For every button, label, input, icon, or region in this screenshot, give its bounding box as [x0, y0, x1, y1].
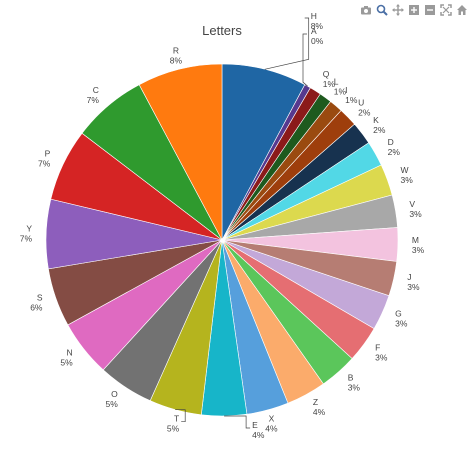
slice-percent-S: 6%	[30, 302, 43, 312]
zoom-out-icon[interactable]	[424, 4, 436, 16]
slice-label-Z: Z	[313, 397, 318, 407]
slice-percent-N: 5%	[60, 358, 73, 368]
slice-percent-K: 2%	[373, 125, 386, 135]
slice-percent-U: 2%	[358, 107, 371, 117]
slice-label-Q: Q	[323, 69, 330, 79]
slice-percent-T: 5%	[167, 424, 180, 434]
slice-label-X: X	[269, 414, 275, 424]
autoscale-icon[interactable]	[440, 4, 452, 16]
leader-T	[175, 409, 186, 423]
slice-R[interactable]	[138, 63, 223, 241]
camera-icon[interactable]	[360, 4, 372, 16]
slice-label-H: H	[311, 11, 317, 21]
slice-percent-M: 3%	[412, 245, 425, 255]
slice-label-I: I	[345, 85, 347, 95]
modebar	[360, 4, 468, 20]
slice-label-L: L	[334, 76, 339, 86]
slice-label-W: W	[401, 165, 409, 175]
slice-percent-J: 3%	[407, 282, 420, 292]
leader-A	[302, 33, 308, 87]
slice-label-A: A	[311, 26, 317, 36]
slice-percent-C: 7%	[87, 95, 100, 105]
reset-axes-icon[interactable]	[456, 4, 468, 16]
slice-percent-Y: 7%	[20, 233, 33, 243]
slice-percent-D: 2%	[388, 147, 401, 157]
pan-icon[interactable]	[392, 4, 404, 16]
leader-E	[224, 415, 251, 429]
slice-percent-Z: 4%	[313, 407, 326, 417]
slice-label-C: C	[93, 85, 99, 95]
slice-labels: H8%A0%Q1%L1% I1% U2%K2%D2%W3%V3%M3%J3%G3%F…	[20, 11, 425, 440]
slice-percent-X: 4%	[265, 424, 278, 434]
slice-label-B: B	[348, 373, 354, 383]
slice-percent-A: 0%	[311, 36, 324, 46]
slice-label-E: E	[252, 420, 258, 430]
slice-percent-G: 3%	[395, 318, 408, 328]
slice-percent-R: 8%	[170, 56, 183, 66]
slice-percent-W: 3%	[401, 175, 414, 185]
slice-percent-B: 3%	[348, 383, 361, 393]
slice-label-F: F	[375, 343, 380, 353]
zoom-icon[interactable]	[376, 4, 388, 16]
slice-label-U: U	[358, 97, 364, 107]
slice-label-K: K	[373, 115, 379, 125]
slice-percent-F: 3%	[375, 353, 388, 363]
slice-label-T: T	[174, 414, 179, 424]
leader-H	[264, 17, 310, 70]
slice-percent-L: 1%	[334, 86, 347, 96]
slice-label-N: N	[67, 348, 73, 358]
pie-slices	[45, 63, 399, 417]
slice-label-D: D	[388, 137, 394, 147]
slice-label-S: S	[37, 292, 43, 302]
slice-label-M: M	[412, 235, 419, 245]
slice-label-Y: Y	[26, 223, 32, 233]
leader-lines	[175, 17, 310, 429]
slice-label-V: V	[409, 199, 415, 209]
slice-label-G: G	[395, 308, 402, 318]
slice-percent-P: 7%	[38, 159, 51, 169]
slice-percent-O: 5%	[106, 399, 119, 409]
slice-percent-V: 3%	[409, 209, 422, 219]
slice-label-O: O	[111, 389, 118, 399]
slice-percent-E: 4%	[252, 430, 265, 440]
slice-percent-I: 1%	[345, 95, 358, 105]
slice-percent-H: 8%	[311, 21, 324, 31]
slice-label-P: P	[45, 149, 51, 159]
slice-label-R: R	[173, 46, 179, 56]
slice-label-J: J	[407, 272, 411, 282]
zoom-in-icon[interactable]	[408, 4, 420, 16]
slice-percent-Q: 1%	[323, 79, 336, 89]
chart-title: Letters	[202, 23, 242, 38]
